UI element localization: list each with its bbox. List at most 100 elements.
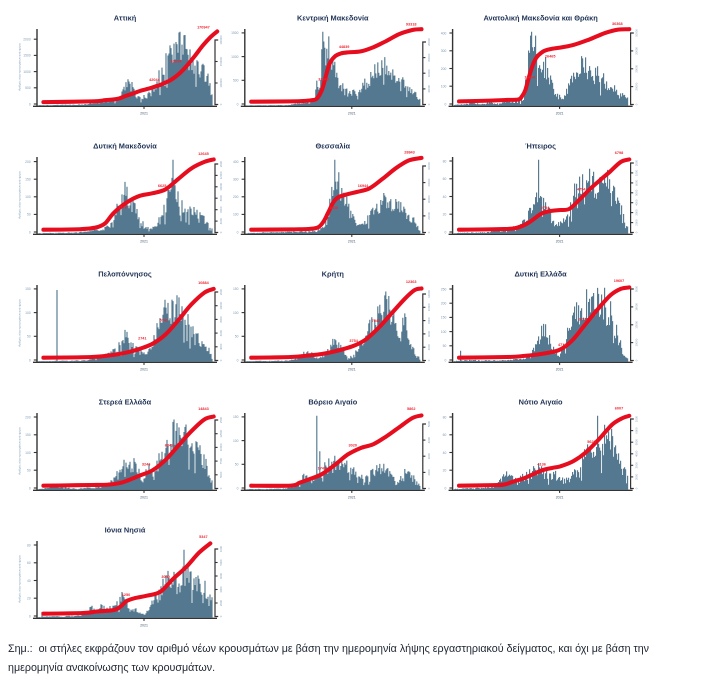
svg-text:5000: 5000 [219, 471, 223, 478]
svg-text:30000: 30000 [635, 64, 639, 72]
svg-text:0: 0 [29, 102, 31, 106]
svg-text:200: 200 [25, 160, 31, 164]
svg-text:4000: 4000 [427, 344, 431, 351]
svg-text:20: 20 [27, 597, 31, 601]
svg-text:Αριθμός νέων κρουσμάτων ανά ημ: Αριθμός νέων κρουσμάτων ανά ημέρα [18, 299, 22, 347]
svg-text:0: 0 [219, 359, 223, 361]
svg-text:0: 0 [444, 230, 446, 234]
svg-text:2000: 2000 [635, 159, 639, 166]
svg-text:200: 200 [441, 67, 447, 71]
svg-text:300: 300 [441, 49, 447, 53]
svg-text:Αριθμός νέων κρουσμάτων ανά ημ: Αριθμός νέων κρουσμάτων ανά ημέρα [18, 171, 22, 219]
svg-text:Πελοπόννησος: Πελοπόννησος [98, 270, 152, 279]
svg-text:150: 150 [233, 415, 239, 419]
svg-text:2021: 2021 [348, 240, 356, 244]
svg-text:Κεντρική Μακεδονία: Κεντρική Μακεδονία [297, 14, 369, 23]
svg-text:Ιόνια Νησιά: Ιόνια Νησιά [105, 526, 146, 535]
svg-text:20000: 20000 [427, 38, 431, 46]
svg-text:150: 150 [441, 316, 447, 320]
svg-text:3243: 3243 [142, 463, 150, 467]
svg-text:100: 100 [233, 439, 239, 443]
svg-text:6798: 6798 [615, 151, 623, 155]
svg-text:93318: 93318 [406, 23, 417, 27]
svg-text:40: 40 [443, 195, 447, 199]
svg-text:1000: 1000 [635, 169, 639, 176]
svg-text:0: 0 [237, 230, 239, 234]
svg-text:18000: 18000 [635, 303, 639, 311]
svg-text:200: 200 [233, 195, 239, 199]
svg-text:50: 50 [27, 469, 31, 473]
svg-text:0: 0 [427, 231, 431, 233]
svg-text:2754: 2754 [541, 206, 550, 210]
svg-text:6000: 6000 [635, 179, 639, 186]
svg-text:Αριθμός νέων κρουσμάτων ανά ημ: Αριθμός νέων κρουσμάτων ανά ημέρα [18, 43, 22, 91]
svg-text:30000: 30000 [427, 195, 431, 203]
svg-text:5000: 5000 [427, 420, 431, 427]
svg-text:0: 0 [444, 102, 446, 106]
svg-text:2741: 2741 [138, 337, 146, 341]
svg-text:2000: 2000 [427, 469, 431, 476]
svg-text:2021: 2021 [556, 240, 564, 244]
svg-text:0: 0 [29, 614, 31, 618]
svg-text:3000: 3000 [635, 209, 639, 216]
svg-text:1250: 1250 [122, 593, 130, 597]
svg-text:10000: 10000 [219, 301, 223, 309]
svg-text:150: 150 [25, 178, 31, 182]
svg-text:6000: 6000 [427, 330, 431, 337]
svg-text:14843: 14843 [198, 407, 209, 411]
svg-text:Κρήτη: Κρήτη [322, 270, 345, 279]
svg-text:6000: 6000 [219, 330, 223, 337]
svg-text:0: 0 [427, 487, 431, 489]
svg-text:1000: 1000 [231, 55, 239, 59]
svg-text:0: 0 [219, 487, 223, 489]
svg-text:100000: 100000 [219, 78, 223, 88]
svg-text:50: 50 [443, 344, 447, 348]
svg-text:60: 60 [443, 433, 447, 437]
svg-text:100: 100 [441, 330, 447, 334]
svg-text:2000: 2000 [635, 219, 639, 226]
svg-text:16464: 16464 [524, 75, 535, 79]
svg-text:2021: 2021 [348, 112, 356, 116]
svg-text:Νότιο Αιγαίο: Νότιο Αιγαίο [519, 398, 563, 407]
svg-text:4000: 4000 [635, 450, 639, 457]
svg-text:50: 50 [27, 335, 31, 339]
svg-text:5000: 5000 [219, 559, 223, 566]
svg-text:6000: 6000 [635, 427, 639, 434]
svg-text:6843: 6843 [165, 444, 173, 448]
svg-text:3754: 3754 [349, 339, 358, 343]
svg-text:80: 80 [27, 543, 31, 547]
svg-text:0: 0 [635, 231, 639, 233]
svg-text:6625: 6625 [158, 184, 166, 188]
svg-text:3000: 3000 [427, 453, 431, 460]
svg-text:Αριθμός νέων κρουσμάτων ανά ημ: Αριθμός νέων κρουσμάτων ανά ημέρα [18, 555, 22, 603]
svg-text:6000: 6000 [219, 206, 223, 213]
svg-text:0: 0 [219, 231, 223, 233]
svg-text:0: 0 [29, 358, 31, 362]
svg-text:1743: 1743 [318, 466, 326, 470]
svg-text:1500: 1500 [23, 54, 31, 58]
svg-text:2000: 2000 [219, 599, 223, 606]
svg-text:20: 20 [443, 469, 447, 473]
svg-text:0: 0 [427, 359, 431, 361]
svg-text:7500: 7500 [219, 458, 223, 465]
svg-text:36368: 36368 [612, 22, 623, 26]
svg-text:15000: 15000 [635, 320, 639, 328]
svg-text:5347: 5347 [199, 535, 207, 539]
svg-text:80: 80 [443, 415, 447, 419]
svg-text:0: 0 [444, 358, 446, 362]
svg-text:500: 500 [233, 79, 239, 83]
svg-text:0: 0 [219, 103, 223, 105]
svg-text:20000: 20000 [635, 82, 639, 90]
svg-text:4000: 4000 [219, 572, 223, 579]
svg-text:2021: 2021 [140, 240, 148, 244]
svg-text:Αριθμός νέων κρουσμάτων ανά ημ: Αριθμός νέων κρουσμάτων ανά ημέρα [18, 427, 22, 475]
svg-text:4754: 4754 [577, 188, 586, 192]
svg-text:4000: 4000 [635, 199, 639, 206]
svg-text:10000: 10000 [635, 338, 639, 346]
svg-text:3050: 3050 [161, 575, 169, 579]
svg-text:0: 0 [635, 487, 639, 489]
svg-text:2021: 2021 [556, 112, 564, 116]
svg-text:400: 400 [441, 31, 447, 35]
svg-text:20: 20 [443, 213, 447, 217]
svg-text:7542: 7542 [372, 319, 380, 323]
